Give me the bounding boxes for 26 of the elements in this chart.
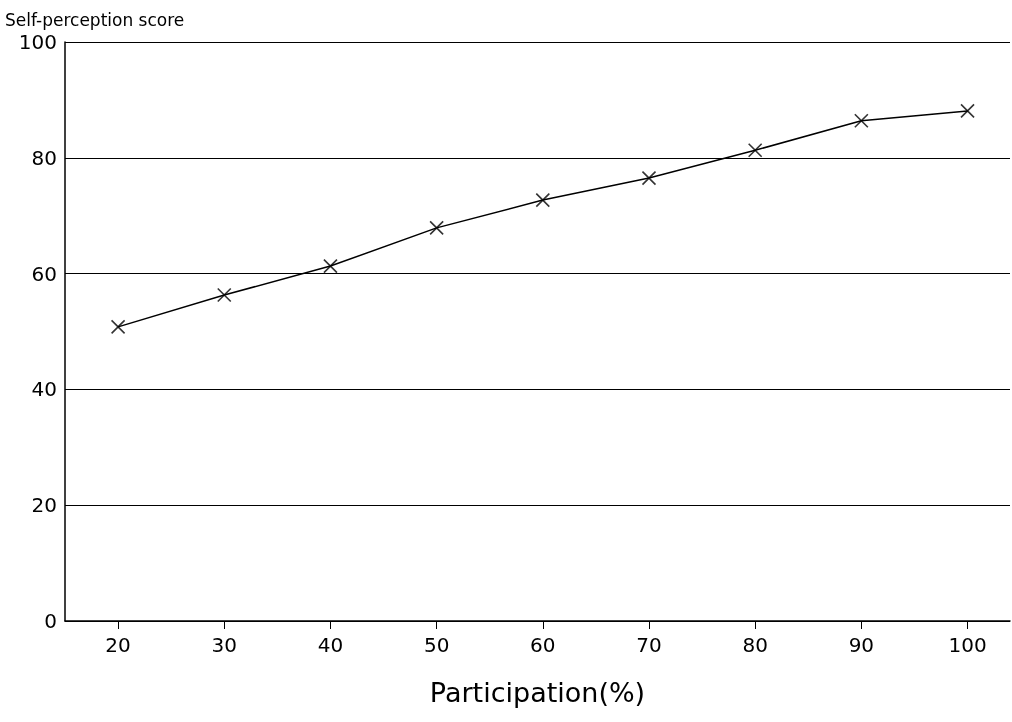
x-tick-label: 50	[423, 633, 450, 657]
point	[110, 319, 126, 335]
point	[960, 103, 975, 119]
x-tick-label: 20	[105, 633, 131, 657]
x-tick-label: 100	[948, 633, 987, 657]
y-tick-label: 80	[31, 145, 57, 170]
y-tick-label: 0	[44, 609, 57, 633]
x-axis-title: Participation(%)	[429, 677, 646, 708]
x-tick-label: 30	[211, 633, 237, 657]
point	[216, 287, 232, 303]
point	[535, 192, 551, 208]
y-tick-label: 20	[31, 493, 57, 518]
y-tick-label: 60	[31, 261, 57, 286]
x-tick-label: 60	[530, 633, 556, 657]
point	[323, 258, 338, 274]
y-tick-label: 40	[31, 377, 57, 402]
point	[429, 220, 444, 236]
point	[854, 113, 869, 129]
x-tick-label: 70	[636, 633, 662, 657]
x-tick-label: 40	[317, 633, 344, 657]
x-tick-label: 90	[848, 633, 875, 657]
x-tick-label: 80	[742, 633, 768, 657]
y-tick-label: 100	[18, 30, 57, 54]
y-axis-title: Self-perception score	[5, 9, 185, 30]
point	[747, 142, 763, 158]
point	[641, 170, 657, 186]
